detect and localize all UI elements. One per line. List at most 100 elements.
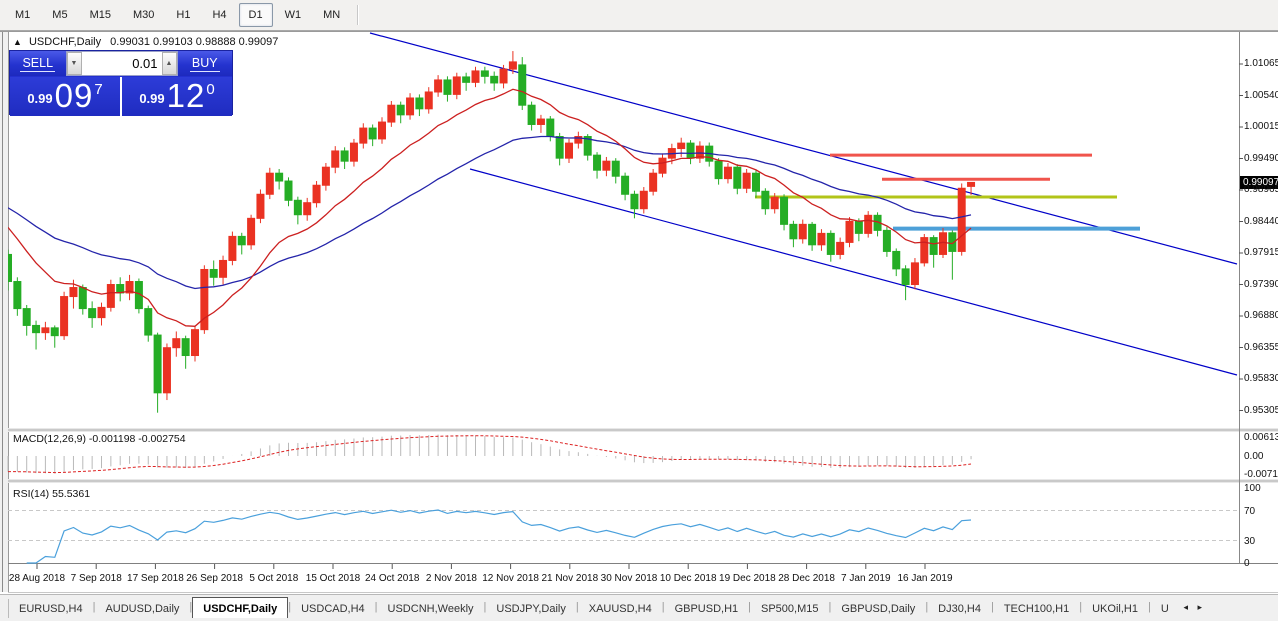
- candle-body[interactable]: [826, 232, 835, 255]
- channel-top[interactable]: [369, 32, 1238, 265]
- tab-xauusd-h4[interactable]: XAUUSD,H4: [588, 603, 652, 615]
- candle-body[interactable]: [630, 193, 639, 210]
- candle-body[interactable]: [723, 166, 732, 180]
- candle-body[interactable]: [359, 127, 368, 144]
- candle-body[interactable]: [349, 142, 358, 162]
- candle-body[interactable]: [32, 324, 41, 334]
- candle-body[interactable]: [574, 136, 583, 144]
- candle-body[interactable]: [471, 70, 480, 83]
- candle-body[interactable]: [780, 196, 789, 225]
- timeframe-button-mn[interactable]: MN: [323, 9, 341, 21]
- candle-body[interactable]: [78, 287, 87, 310]
- candle-body[interactable]: [5, 253, 12, 283]
- candle-body[interactable]: [125, 281, 134, 294]
- candle-body[interactable]: [518, 64, 527, 106]
- candle-body[interactable]: [237, 235, 246, 246]
- timeframe-button-m1[interactable]: M1: [15, 9, 31, 21]
- timeframe-button-m30[interactable]: M30: [132, 9, 155, 21]
- candle-body[interactable]: [686, 142, 695, 159]
- timeframe-button-h4[interactable]: H4: [212, 9, 227, 21]
- candle-body[interactable]: [172, 338, 181, 349]
- tab-usdjpy-daily[interactable]: USDJPY,Daily: [496, 603, 566, 615]
- candle-body[interactable]: [387, 104, 396, 123]
- channel-bottom[interactable]: [469, 168, 1238, 376]
- candle-body[interactable]: [967, 181, 976, 187]
- candle-body[interactable]: [340, 150, 349, 162]
- candle-body[interactable]: [761, 190, 770, 210]
- candle-body[interactable]: [434, 79, 443, 93]
- candle-body[interactable]: [602, 160, 611, 171]
- scroll-left-arrow[interactable]: ◂: [1183, 601, 1189, 612]
- candle-body[interactable]: [191, 329, 199, 357]
- timeframe-button-w1[interactable]: W1: [284, 9, 302, 21]
- candle-body[interactable]: [415, 97, 424, 110]
- timeframe-button-h1[interactable]: H1: [176, 9, 191, 21]
- candle-body[interactable]: [200, 268, 209, 331]
- tab-gbpusd-h1[interactable]: GBPUSD,H1: [674, 603, 739, 615]
- candle-body[interactable]: [88, 308, 97, 319]
- candle-body[interactable]: [565, 142, 573, 159]
- candle-body[interactable]: [69, 287, 78, 298]
- candle-body[interactable]: [854, 220, 863, 234]
- candle-body[interactable]: [733, 166, 742, 189]
- tab-sp500-m15[interactable]: SP500,M15: [761, 603, 819, 615]
- candle-body[interactable]: [555, 136, 564, 159]
- candle-body[interactable]: [256, 193, 265, 219]
- candle-body[interactable]: [396, 104, 405, 116]
- timeframe-button-m5[interactable]: M5: [52, 9, 68, 21]
- candle-body[interactable]: [275, 172, 284, 182]
- candle-body[interactable]: [752, 172, 760, 192]
- timeframe-button-m15[interactable]: M15: [89, 9, 111, 21]
- candle-body[interactable]: [649, 172, 658, 192]
- candle-body[interactable]: [284, 180, 293, 201]
- tab-usdchf-daily[interactable]: USDCHF,Daily: [192, 597, 289, 619]
- candle-body[interactable]: [583, 136, 592, 156]
- candle-body[interactable]: [499, 68, 508, 84]
- candle-body[interactable]: [770, 196, 779, 210]
- tab-audusd-daily[interactable]: AUDUSD,Daily: [105, 603, 180, 615]
- candle-body[interactable]: [490, 75, 499, 84]
- candle-body[interactable]: [677, 142, 686, 150]
- candle-body[interactable]: [817, 232, 826, 246]
- candle-body[interactable]: [50, 327, 59, 337]
- candle-body[interactable]: [368, 127, 377, 140]
- candle-body[interactable]: [144, 308, 153, 336]
- candle-body[interactable]: [957, 187, 966, 252]
- collapse-triangle-icon[interactable]: ▲: [13, 37, 22, 47]
- sell-button[interactable]: SELL: [10, 51, 66, 76]
- candle-body[interactable]: [611, 160, 620, 177]
- candle-body[interactable]: [789, 223, 798, 240]
- candle-body[interactable]: [378, 121, 386, 140]
- tab-usdcnh-weekly[interactable]: USDCNH,Weekly: [387, 603, 474, 615]
- candle-body[interactable]: [247, 217, 256, 246]
- candle-body[interactable]: [948, 232, 957, 252]
- candle-body[interactable]: [593, 154, 602, 171]
- volume-decrease-button[interactable]: ▼: [66, 52, 82, 75]
- candle-body[interactable]: [892, 250, 901, 270]
- candle-body[interactable]: [714, 160, 723, 180]
- tab-gbpusd-daily[interactable]: GBPUSD,Daily: [841, 603, 916, 615]
- candle-body[interactable]: [153, 334, 162, 394]
- tab-eurusd-h4[interactable]: EURUSD,H4: [19, 603, 83, 615]
- buy-price-display[interactable]: 0.99 12 0: [122, 77, 232, 116]
- candle-body[interactable]: [695, 145, 704, 159]
- candle-body[interactable]: [13, 281, 22, 310]
- candle-body[interactable]: [97, 306, 106, 319]
- candle-body[interactable]: [303, 202, 312, 216]
- candle-body[interactable]: [836, 241, 845, 255]
- candle-body[interactable]: [424, 91, 433, 110]
- candle-body[interactable]: [939, 232, 947, 255]
- candle-body[interactable]: [480, 70, 489, 77]
- candle-body[interactable]: [882, 229, 891, 252]
- sell-price-display[interactable]: 0.99 09 7: [10, 77, 120, 116]
- candle-body[interactable]: [181, 338, 190, 357]
- candle-body[interactable]: [864, 214, 873, 234]
- candle-body[interactable]: [406, 97, 415, 116]
- candle-body[interactable]: [798, 223, 807, 240]
- candle-body[interactable]: [219, 259, 228, 278]
- tab-ukoil-h1[interactable]: UKOil,H1: [1092, 603, 1138, 615]
- candle-body[interactable]: [443, 79, 452, 95]
- candle-body[interactable]: [293, 199, 302, 216]
- candle-body[interactable]: [658, 157, 667, 174]
- candle-body[interactable]: [265, 172, 274, 195]
